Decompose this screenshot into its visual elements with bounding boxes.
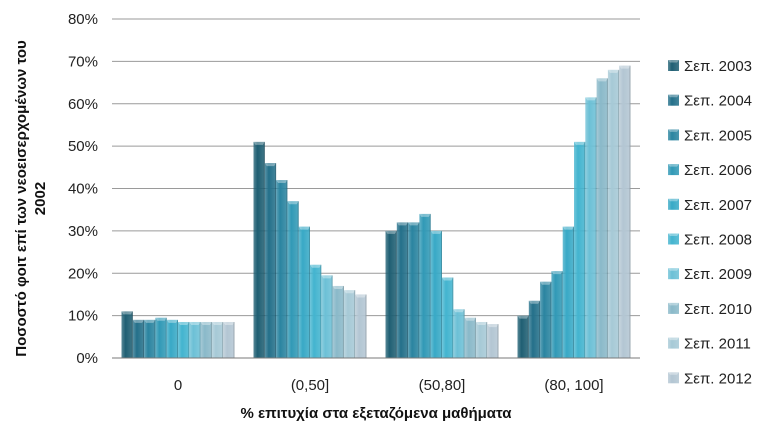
y-axis-ticks: 0% 10% 20% 30% 40% 50% 60% 70% 80% [68,11,98,367]
x-tick-label: 0 [174,377,182,394]
bar [287,201,299,358]
x-tick-label: (50,80] [419,377,466,394]
y-axis-title-line: Ποσοστό φοιτ επί των νεοεισερχομένων του [13,40,30,357]
bar [253,141,265,358]
gridlines [112,18,640,359]
legend-swatch [668,302,679,314]
legend-item: Σεπ. 2004 [668,93,752,110]
y-axis-title: Ποσοστό φοιτ επί των νεοεισερχομένων του… [13,40,49,357]
bar [540,281,552,358]
legend-label: Σεπ. 2005 [684,127,752,144]
legend-label: Σεπ. 2009 [684,266,752,283]
bar [607,69,620,358]
y-tick-label: 0% [76,350,98,367]
bar [211,321,224,358]
bar [396,222,409,358]
legend-item: Σεπ. 2010 [668,301,752,318]
bar [528,300,541,358]
legend-swatch [668,268,679,280]
bar [298,226,310,358]
legend-swatch [668,129,679,141]
bar [385,230,397,358]
legend-swatch [668,164,679,176]
bar [355,294,367,358]
bar [144,319,156,358]
legend-item: Σεπ. 2008 [668,232,752,249]
bar [178,321,190,358]
bar [121,311,133,358]
bar [430,230,442,358]
x-axis-title: % επιτυχία στα εξεταζόμενα μαθήματα [240,405,512,422]
bar [408,222,420,358]
legend-item: Σεπ. 2012 [668,370,752,387]
y-tick-label: 80% [68,11,98,28]
bar [343,290,356,358]
bar [132,319,145,358]
legend-label: Σεπ. 2004 [684,93,752,110]
bar [596,78,608,358]
y-axis-title-line: 2002 [32,182,49,215]
bar [453,309,465,358]
bar [332,285,344,358]
legend-swatch [668,337,679,349]
legend-swatch [668,60,679,71]
legend-item: Σεπ. 2005 [668,127,752,144]
legend-item: Σεπ. 2003 [668,58,752,75]
y-tick-label: 60% [68,96,98,113]
y-tick-label: 70% [68,53,98,70]
bar [223,321,235,358]
bar [585,97,597,359]
legend-label: Σεπ. 2006 [684,162,752,179]
legend-label: Σεπ. 2007 [684,197,752,214]
bar [442,277,454,358]
legend-swatch [668,198,679,210]
legend-label: Σεπ. 2012 [684,370,752,387]
y-tick-label: 30% [68,223,98,240]
legend-swatch [668,233,679,245]
bar [310,264,322,358]
bar [189,321,201,358]
legend-swatch [668,94,679,106]
bar [619,65,631,359]
x-tick-label: (0,50] [291,377,329,394]
bar [166,319,178,358]
bar [200,321,212,358]
legend-item: Σεπ. 2011 [668,336,751,353]
bar [321,275,333,358]
bar [155,317,167,358]
bar [551,271,563,358]
y-tick-label: 40% [68,181,98,198]
bar [276,180,288,358]
legend-label: Σεπ. 2010 [684,301,752,318]
y-tick-label: 10% [68,308,98,325]
bar [419,213,431,358]
bar [562,226,574,358]
legend-label: Σεπ. 2011 [684,336,751,353]
legend-swatch [668,372,679,384]
legend-item: Σεπ. 2009 [668,266,752,283]
bar [487,324,499,358]
legend: Σεπ. 2003 Σεπ. 2004 Σεπ. 2005 Σεπ. 2006 Σεπ.… [668,58,752,387]
bar [264,163,277,358]
legend-label: Σεπ. 2008 [684,232,752,249]
x-tick-label: (80, 100] [544,377,603,394]
y-tick-label: 20% [68,265,98,282]
legend-item: Σεπ. 2006 [668,162,752,179]
bar [475,321,488,358]
bars [121,65,631,359]
bar [574,141,586,358]
x-axis-ticks: 0 (0,50] (50,80] (80, 100] [174,377,604,394]
legend-label: Σεπ. 2003 [684,58,752,75]
legend-item: Σεπ. 2007 [668,197,752,214]
bar [517,315,529,358]
y-tick-label: 50% [68,138,98,155]
bar [464,317,476,358]
